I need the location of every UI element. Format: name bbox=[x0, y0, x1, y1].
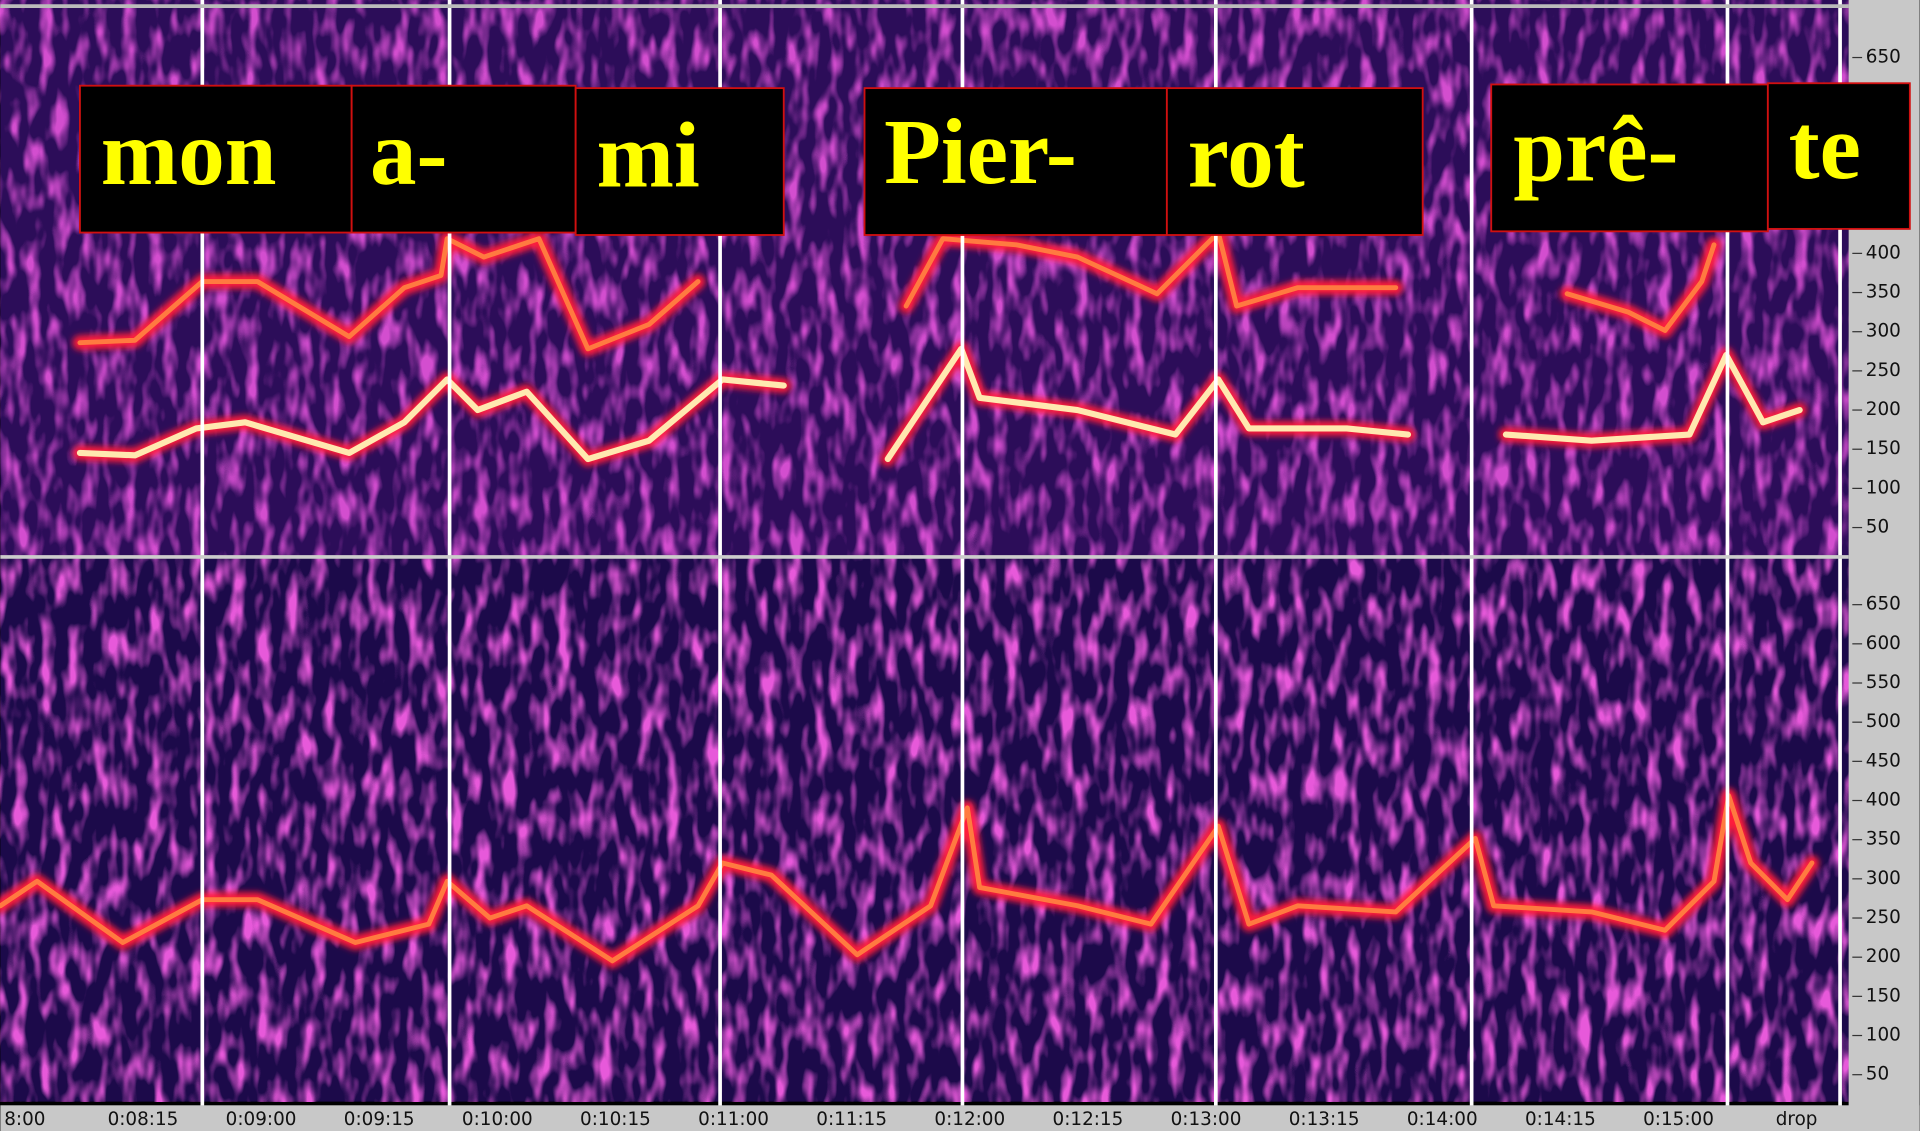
time-tick-label: 8:00 bbox=[4, 1109, 45, 1130]
label-box bbox=[1490, 83, 1769, 233]
frequency-tick-label: 200 bbox=[1866, 946, 1901, 967]
frequency-tick-label: 650 bbox=[1866, 594, 1901, 615]
frequency-tick-label: 500 bbox=[1866, 711, 1901, 732]
label-box bbox=[574, 87, 785, 236]
time-tick-label: 0:13:00 bbox=[1171, 1109, 1242, 1130]
time-tick-label: 0:14:00 bbox=[1407, 1109, 1478, 1130]
frequency-tick-label: 350 bbox=[1866, 282, 1901, 303]
frequency-tick-label: 450 bbox=[1866, 750, 1901, 771]
frequency-tick-label: 550 bbox=[1866, 672, 1901, 693]
syllable-label: a- bbox=[370, 102, 447, 205]
syllable-label: mon bbox=[101, 102, 277, 205]
syllable-label: mi bbox=[596, 105, 699, 208]
time-tick-label: 0:14:15 bbox=[1525, 1109, 1596, 1130]
frequency-tick-label: 100 bbox=[1866, 1025, 1901, 1046]
syllable-labels: mon a- mi Pier- rot prê- te bbox=[79, 82, 1911, 236]
contour-core bbox=[76, 345, 1803, 463]
time-tick-label: 0:12:00 bbox=[934, 1109, 1005, 1130]
frequency-tick-label: 100 bbox=[1866, 477, 1901, 498]
frequency-tick-label: 300 bbox=[1866, 868, 1901, 889]
time-tick-label: 0:09:15 bbox=[344, 1109, 415, 1130]
frequency-tick-label: 400 bbox=[1866, 790, 1901, 811]
contour-core-red bbox=[0, 230, 1815, 964]
time-tick-label: drop bbox=[1776, 1109, 1818, 1130]
frequency-tick-label: 400 bbox=[1866, 242, 1901, 263]
label-box bbox=[1766, 82, 1911, 230]
axes: 650 400 350 300 250 200 150 100 50 650 600 550 500 45… bbox=[4, 47, 1901, 1130]
frequency-tick-label: 50 bbox=[1866, 517, 1889, 538]
syllable-label: Pier- bbox=[884, 101, 1077, 204]
frequency-tick-label: 650 bbox=[1866, 47, 1901, 68]
time-tick-label: 0:08:15 bbox=[108, 1109, 179, 1130]
frequency-tick-label: 150 bbox=[1866, 985, 1901, 1006]
label-box bbox=[79, 84, 353, 234]
frequency-tick-label: 50 bbox=[1866, 1064, 1889, 1085]
syllable-label: te bbox=[1789, 96, 1861, 199]
frequency-tick-label: 350 bbox=[1866, 829, 1901, 850]
time-tick-label: 0:13:15 bbox=[1289, 1109, 1360, 1130]
syllable-label: rot bbox=[1188, 105, 1305, 208]
label-box bbox=[1165, 87, 1424, 236]
frequency-tick-label: 250 bbox=[1866, 907, 1901, 928]
time-tick-label: 0:11:15 bbox=[816, 1109, 887, 1130]
time-tick-label: 0:10:00 bbox=[462, 1109, 533, 1130]
time-tick-label: 0:11:00 bbox=[698, 1109, 769, 1130]
frequency-tick-label: 300 bbox=[1866, 321, 1901, 342]
frequency-tick-label: 250 bbox=[1866, 360, 1901, 381]
time-tick-label: 0:10:15 bbox=[580, 1109, 651, 1130]
time-axis-strip bbox=[0, 1105, 1920, 1131]
frequency-tick-label: 600 bbox=[1866, 633, 1901, 654]
time-tick-label: 0:15:00 bbox=[1643, 1109, 1714, 1130]
time-tick-label: 0:09:00 bbox=[226, 1109, 297, 1130]
frequency-tick-label: 150 bbox=[1866, 438, 1901, 459]
time-tick-label: 0:12:15 bbox=[1053, 1109, 1124, 1130]
syllable-label: prê- bbox=[1513, 98, 1678, 201]
pitch-contours bbox=[0, 225, 1820, 969]
label-box bbox=[350, 84, 577, 234]
frequency-tick-label: 200 bbox=[1866, 399, 1901, 420]
